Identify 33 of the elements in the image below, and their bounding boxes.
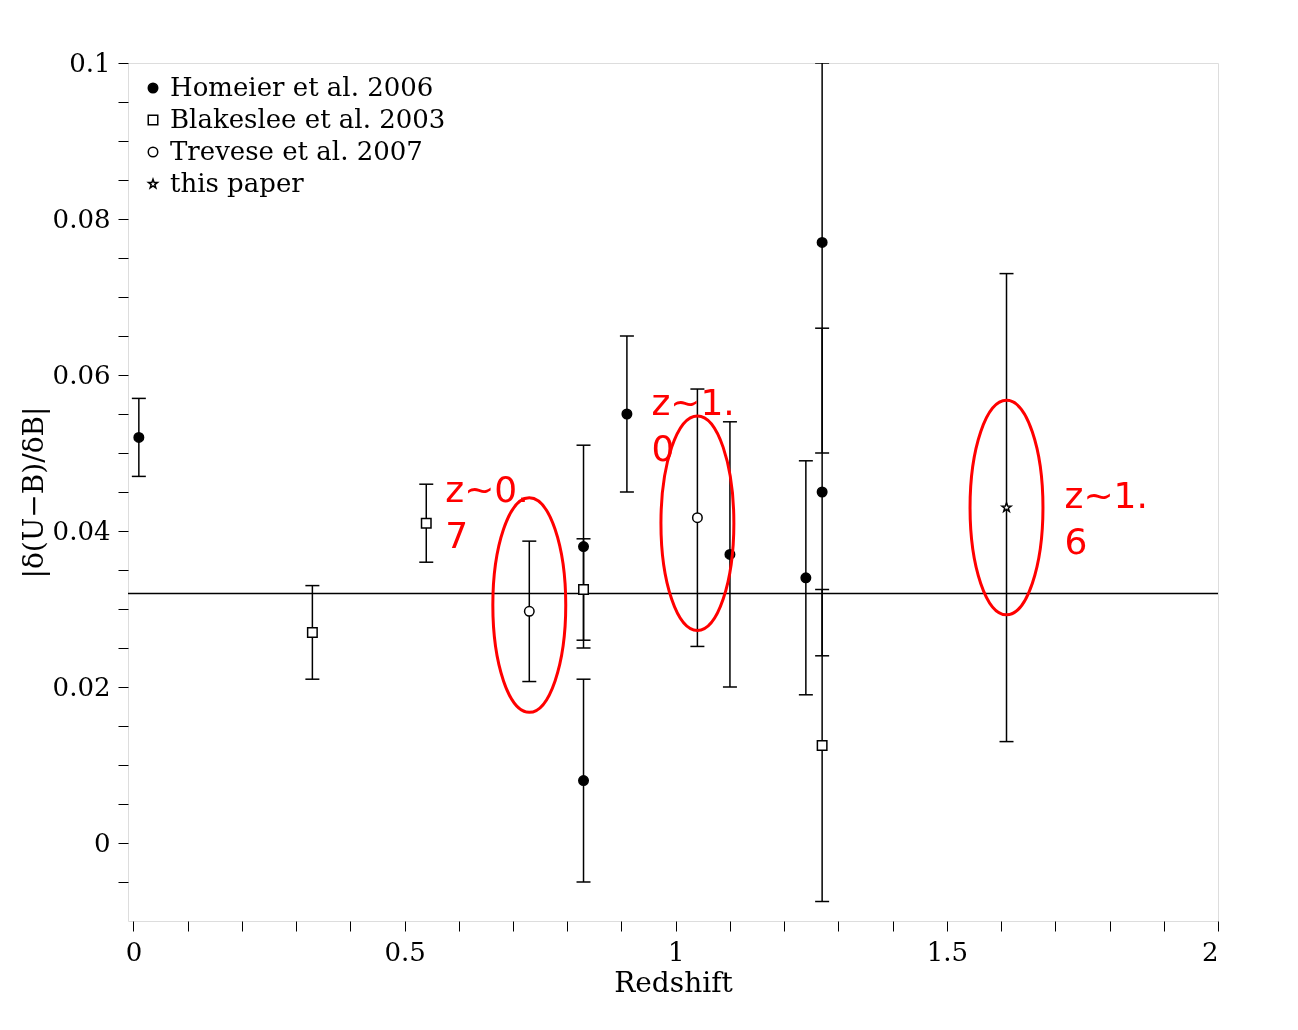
x-tick-label: 1.5 bbox=[926, 936, 969, 967]
y-tick-label: 0.08 bbox=[52, 203, 111, 234]
legend-label: Trevese et al. 2007 bbox=[170, 136, 423, 166]
point bbox=[578, 584, 590, 595]
x-tick-label: 2 bbox=[1201, 936, 1219, 967]
point bbox=[523, 605, 535, 617]
point bbox=[816, 740, 828, 751]
y-tick-label: 0.04 bbox=[52, 515, 111, 546]
point bbox=[816, 236, 828, 248]
x-axis-title: Redshift bbox=[614, 965, 734, 999]
point bbox=[800, 572, 812, 584]
point bbox=[816, 486, 828, 498]
x-tick-label: 0.5 bbox=[384, 936, 426, 967]
point bbox=[133, 431, 145, 443]
legend-label: Homeier et al. 2006 bbox=[170, 72, 434, 102]
legend-label: Blakeslee et al. 2003 bbox=[170, 104, 446, 134]
point bbox=[420, 517, 432, 529]
point bbox=[691, 512, 703, 524]
y-axis-title: |δ(U−B)/δB| bbox=[16, 406, 50, 579]
point bbox=[621, 408, 633, 420]
x-tick-label: 0 bbox=[125, 936, 143, 967]
y-tick-label: 0.1 bbox=[69, 47, 111, 78]
y-tick-label: 0.02 bbox=[52, 671, 111, 702]
annotation: z~0. 7 bbox=[445, 469, 529, 557]
y-tick-label: 0 bbox=[93, 827, 111, 858]
point bbox=[306, 626, 318, 638]
y-tick-label: 0.06 bbox=[52, 359, 111, 390]
x-tick-label: 1 bbox=[667, 936, 685, 967]
point bbox=[578, 775, 590, 787]
legend-label: this paper bbox=[170, 168, 305, 198]
annotation: z~1. 6 bbox=[1064, 474, 1148, 562]
point bbox=[578, 541, 590, 553]
point bbox=[1001, 502, 1012, 513]
